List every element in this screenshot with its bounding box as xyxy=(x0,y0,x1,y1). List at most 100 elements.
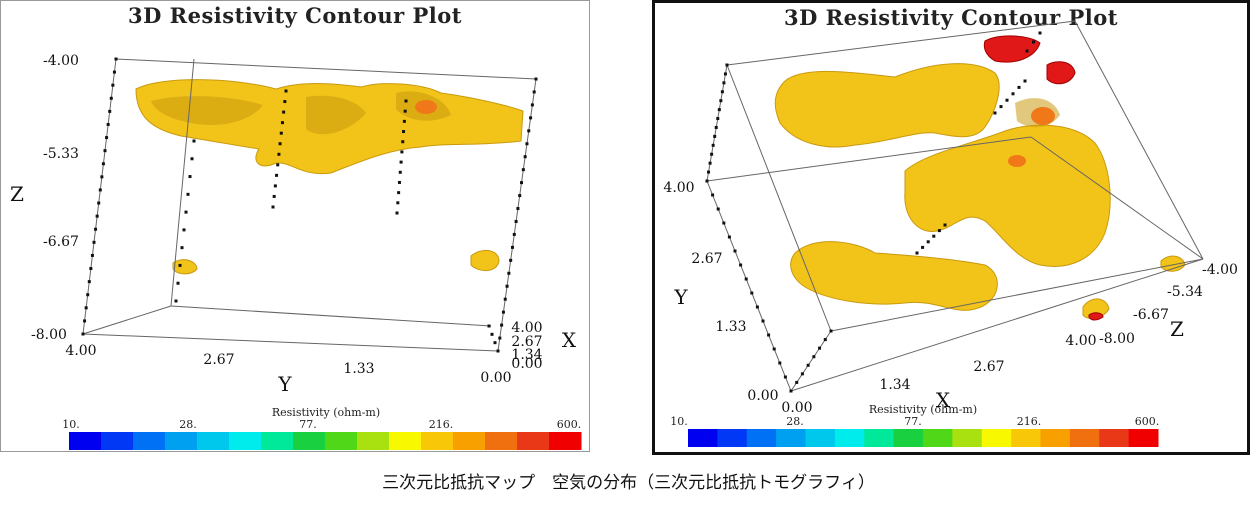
y-tick-right-2: 1.33 xyxy=(715,319,746,335)
isosurface-shade-left-b xyxy=(306,95,366,135)
z-tick-right-0: -4.00 xyxy=(1202,262,1238,278)
electrode-dot xyxy=(395,211,399,215)
isosurface-high-right-b xyxy=(1008,155,1026,167)
electrode-dot xyxy=(184,210,188,214)
electrode-dot xyxy=(176,281,180,285)
colorbar-left xyxy=(69,432,582,450)
isosurface-small-left-a xyxy=(172,259,198,275)
electrode-dot xyxy=(719,99,723,103)
electrode-dot xyxy=(92,240,96,244)
electrode-dot xyxy=(937,229,941,233)
colorbar-swatch xyxy=(325,432,358,450)
electrode-dot xyxy=(525,142,529,146)
electrode-dot xyxy=(716,117,720,121)
electrode-dot xyxy=(829,329,833,333)
electrode-dot xyxy=(520,181,524,185)
electrode-dot xyxy=(490,332,494,336)
electrode-dot xyxy=(271,205,275,209)
colorbar-swatch xyxy=(453,432,486,450)
electrode-dot xyxy=(1025,49,1029,53)
y-tick-right-3: 0.00 xyxy=(747,388,778,404)
isosurface-blob-right-top xyxy=(774,63,1000,148)
electrode-dot xyxy=(276,163,280,167)
electrode-dot xyxy=(84,306,88,310)
electrode-dot xyxy=(90,253,94,257)
electrode-dot xyxy=(399,160,403,164)
z-tick-left-3: -8.00 xyxy=(31,327,67,343)
colorbar-swatch xyxy=(421,432,454,450)
electrode-dot xyxy=(714,125,718,129)
electrode-dot xyxy=(722,221,726,225)
x-axis-label-right: X xyxy=(936,388,951,412)
colorbar-swatch xyxy=(517,432,550,450)
electrode-dot xyxy=(188,175,192,179)
electrode-dot xyxy=(510,245,514,249)
y-axis-label-right: Y xyxy=(673,285,688,309)
z-tick-left-2: -6.67 xyxy=(43,234,79,250)
electrode-dot xyxy=(812,355,816,359)
electrode-dot xyxy=(767,333,771,337)
colorbar-label-left-2: 77. xyxy=(299,418,317,431)
electrode-dots-right xyxy=(705,31,1042,393)
colorbar-swatch xyxy=(981,429,1012,447)
colorbar-swatch xyxy=(776,429,806,447)
electrode-dot xyxy=(108,109,112,113)
colorbar-swatch xyxy=(688,429,718,447)
y-tick-right-0: 4.00 xyxy=(663,180,694,196)
electrode-dot xyxy=(280,121,284,125)
chart-right-plot: 4.00 2.67 1.33 0.00 Y 0.00 1.34 2.67 4.0… xyxy=(663,20,1238,447)
colorbar-swatch xyxy=(261,432,294,450)
electrode-dot xyxy=(283,100,287,104)
electrode-dot xyxy=(103,149,107,153)
electrode-dots-left xyxy=(81,57,538,353)
electrode-dot xyxy=(106,122,110,126)
electrode-dot xyxy=(278,142,282,146)
chart-left-plot: -4.00 -5.33 -6.67 -8.00 Z 4.00 2.67 1.33… xyxy=(10,53,582,450)
electrode-dot xyxy=(501,310,505,314)
colorbar-label-left-1: 28. xyxy=(179,418,197,431)
x-tick-left-0: 4.00 xyxy=(511,320,542,336)
electrode-dot xyxy=(725,63,729,67)
electrode-dot xyxy=(105,136,109,140)
electrode-dot xyxy=(716,207,720,211)
x-tick-right-3: 4.00 xyxy=(1065,333,1096,349)
electrode-dot xyxy=(496,349,500,353)
x-tick-left-3: 0.00 xyxy=(511,356,542,372)
electrode-dot xyxy=(400,150,404,154)
electrode-dot xyxy=(402,130,406,134)
electrode-dot xyxy=(1032,40,1035,44)
electrode-dot xyxy=(114,57,118,61)
isosurface-small-left-b xyxy=(470,249,500,271)
z-tick-right-3: -8.00 xyxy=(1099,331,1135,347)
electrode-dot xyxy=(711,143,715,147)
electrode-dot xyxy=(1005,98,1009,102)
colorbar-swatch xyxy=(165,432,198,450)
electrode-dot xyxy=(397,191,401,195)
colorbar-title-left: Resistivity (ohm-m) xyxy=(272,406,380,419)
electrode-dot xyxy=(279,131,283,135)
electrode-dot xyxy=(532,90,536,94)
colorbar-labels-right: 10. 28. 77. 216. 600. xyxy=(670,415,1159,428)
isosurface-peak-right-c xyxy=(1088,312,1104,321)
electrode-dot xyxy=(516,207,520,211)
colorbar-swatch xyxy=(952,429,983,447)
electrode-dot xyxy=(192,139,196,143)
colorbar-swatch xyxy=(101,432,134,450)
isosurface-shade-left-a xyxy=(151,96,263,125)
electrode-dot xyxy=(95,214,99,218)
electrode-dot xyxy=(112,70,116,74)
electrode-dot xyxy=(101,162,105,166)
colorbar-swatch xyxy=(923,429,953,447)
colorbar-swatch xyxy=(69,432,102,450)
x-tick-left-1: 2.67 xyxy=(511,334,542,350)
electrode-dot xyxy=(761,319,765,323)
colorbar-label-left-0: 10. xyxy=(62,418,80,431)
electrode-dot xyxy=(509,258,513,262)
electrode-dot xyxy=(282,110,286,114)
chart-panel-right: 3D Resistivity Contour Plot xyxy=(652,0,1250,455)
y-tick-left-3: 0.00 xyxy=(480,370,511,386)
electrode-dot xyxy=(999,105,1003,109)
colorbar-swatch xyxy=(717,429,748,447)
electrode-dot xyxy=(403,109,407,113)
x-tick-right-2: 2.67 xyxy=(973,359,1004,375)
